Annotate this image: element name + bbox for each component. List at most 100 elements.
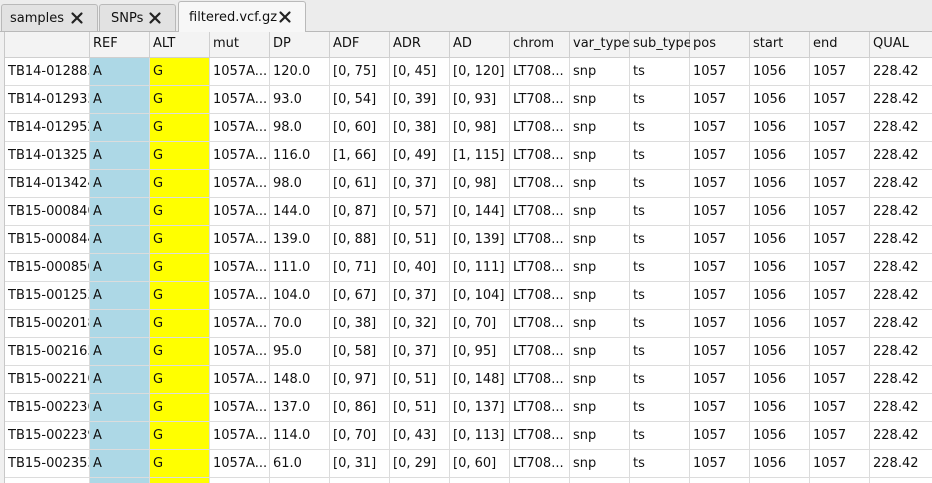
table-cell-end[interactable]: 1057 bbox=[810, 254, 870, 282]
table-cell-var-type[interactable]: snp bbox=[570, 394, 630, 422]
table-cell-ad[interactable]: [0, 93] bbox=[450, 86, 510, 114]
table-cell-dp[interactable]: 120.0 bbox=[270, 58, 330, 86]
table-cell-qual[interactable]: 228.42 bbox=[870, 226, 932, 254]
table-cell-var-type[interactable]: snp bbox=[570, 254, 630, 282]
table-cell-dp[interactable]: 144.0 bbox=[270, 198, 330, 226]
table-cell-qual[interactable]: 228.42 bbox=[870, 170, 932, 198]
table-cell-chrom[interactable]: LT708... bbox=[510, 86, 570, 114]
table-cell-alt[interactable]: G bbox=[150, 86, 210, 114]
table-cell-adr[interactable]: [0, 45] bbox=[390, 58, 450, 86]
table-cell-ad[interactable]: [0, 104] bbox=[450, 282, 510, 310]
table-cell-ref[interactable]: A bbox=[90, 86, 150, 114]
table-cell-adr[interactable]: [0, 51] bbox=[390, 226, 450, 254]
table-cell-ref[interactable]: A bbox=[90, 338, 150, 366]
row-index-cell[interactable]: TB15-002353 bbox=[5, 450, 90, 478]
table-cell-adf[interactable]: [0, 71] bbox=[330, 254, 390, 282]
table-cell-var-type[interactable]: snp bbox=[570, 86, 630, 114]
table-cell-adr[interactable]: [0, 29] bbox=[390, 450, 450, 478]
tab-samples[interactable]: samples bbox=[1, 4, 98, 31]
table-cell-chrom[interactable]: LT708... bbox=[510, 198, 570, 226]
table-cell-sub-type[interactable]: ts bbox=[630, 338, 690, 366]
table-cell-end[interactable]: 1057 bbox=[810, 450, 870, 478]
table-cell-sub-type[interactable] bbox=[630, 478, 690, 483]
table-cell-adf[interactable]: [0, 86] bbox=[330, 394, 390, 422]
table-cell-mut[interactable]: 1057A... bbox=[210, 170, 270, 198]
table-cell-alt[interactable]: G bbox=[150, 282, 210, 310]
table-cell-pos[interactable]: 1057 bbox=[690, 366, 750, 394]
table-cell-adf[interactable]: [0, 58] bbox=[330, 338, 390, 366]
table-cell-dp[interactable]: 95.0 bbox=[270, 338, 330, 366]
table-cell-dp[interactable] bbox=[270, 478, 330, 483]
table-cell-sub-type[interactable]: ts bbox=[630, 394, 690, 422]
row-index-cell[interactable]: TB15-002239 bbox=[5, 422, 90, 450]
table-cell-mut[interactable]: 1057A... bbox=[210, 254, 270, 282]
table-cell-end[interactable]: 1057 bbox=[810, 198, 870, 226]
row-index-cell[interactable]: TB15-000850 bbox=[5, 254, 90, 282]
table-cell-alt[interactable] bbox=[150, 478, 210, 483]
table-cell-end[interactable]: 1057 bbox=[810, 422, 870, 450]
row-index-cell[interactable]: TB14-012883 bbox=[5, 58, 90, 86]
table-cell-alt[interactable]: G bbox=[150, 338, 210, 366]
table-cell-start[interactable]: 1056 bbox=[750, 282, 810, 310]
table-cell-var-type[interactable]: snp bbox=[570, 142, 630, 170]
table-cell-ref[interactable]: A bbox=[90, 198, 150, 226]
table-cell-ref[interactable]: A bbox=[90, 282, 150, 310]
table-cell-mut[interactable]: 1057A... bbox=[210, 310, 270, 338]
table-cell-adr[interactable]: [0, 39] bbox=[390, 86, 450, 114]
table-cell-var-type[interactable]: snp bbox=[570, 366, 630, 394]
table-cell-start[interactable]: 1056 bbox=[750, 58, 810, 86]
table-cell-dp[interactable]: 104.0 bbox=[270, 282, 330, 310]
table-cell-end[interactable]: 1057 bbox=[810, 338, 870, 366]
column-header-ref[interactable]: REF bbox=[90, 32, 150, 58]
table-cell-pos[interactable]: 1057 bbox=[690, 338, 750, 366]
table-cell-qual[interactable]: 228.42 bbox=[870, 422, 932, 450]
table-cell-end[interactable]: 1057 bbox=[810, 142, 870, 170]
table-cell-pos[interactable]: 1057 bbox=[690, 310, 750, 338]
column-header-adf[interactable]: ADF bbox=[330, 32, 390, 58]
table-cell-end[interactable]: 1057 bbox=[810, 226, 870, 254]
table-cell-ad[interactable] bbox=[450, 478, 510, 483]
table-cell-alt[interactable]: G bbox=[150, 170, 210, 198]
table-cell-ad[interactable]: [0, 70] bbox=[450, 310, 510, 338]
table-cell-var-type[interactable]: snp bbox=[570, 114, 630, 142]
table-cell-sub-type[interactable]: ts bbox=[630, 422, 690, 450]
table-cell-qual[interactable]: 228.42 bbox=[870, 310, 932, 338]
table-cell-pos[interactable]: 1057 bbox=[690, 142, 750, 170]
table-cell-alt[interactable]: G bbox=[150, 142, 210, 170]
column-header-qual[interactable]: QUAL bbox=[870, 32, 932, 58]
table-cell-var-type[interactable] bbox=[570, 478, 630, 483]
table-cell-mut[interactable]: 1057A... bbox=[210, 282, 270, 310]
table-cell-adf[interactable]: [1, 66] bbox=[330, 142, 390, 170]
table-cell-qual[interactable]: 228.42 bbox=[870, 394, 932, 422]
table-cell-end[interactable]: 1057 bbox=[810, 58, 870, 86]
table-cell-alt[interactable]: G bbox=[150, 254, 210, 282]
table-cell-qual[interactable]: 228.42 bbox=[870, 142, 932, 170]
table-cell-mut[interactable]: 1057A... bbox=[210, 226, 270, 254]
table-cell-qual[interactable]: 228.42 bbox=[870, 86, 932, 114]
table-cell-ref[interactable]: A bbox=[90, 226, 150, 254]
table-cell-chrom[interactable]: LT708... bbox=[510, 422, 570, 450]
table-cell-mut[interactable]: 1057A... bbox=[210, 366, 270, 394]
table-cell-ad[interactable]: [0, 148] bbox=[450, 366, 510, 394]
table-cell-adr[interactable]: [0, 37] bbox=[390, 338, 450, 366]
table-cell-chrom[interactable]: LT708... bbox=[510, 282, 570, 310]
table-cell-ad[interactable]: [0, 95] bbox=[450, 338, 510, 366]
table-cell-sub-type[interactable]: ts bbox=[630, 58, 690, 86]
row-index-cell[interactable]: TB15-001253 bbox=[5, 282, 90, 310]
column-header-dp[interactable]: DP bbox=[270, 32, 330, 58]
table-cell-qual[interactable]: 228.42 bbox=[870, 254, 932, 282]
table-cell-start[interactable]: 1056 bbox=[750, 142, 810, 170]
table-cell-ref[interactable]: A bbox=[90, 394, 150, 422]
table-cell-adr[interactable]: [0, 51] bbox=[390, 366, 450, 394]
table-cell-start[interactable]: 1056 bbox=[750, 338, 810, 366]
table-cell-qual[interactable]: 228.42 bbox=[870, 114, 932, 142]
table-cell-adr[interactable]: [0, 40] bbox=[390, 254, 450, 282]
table-cell-pos[interactable]: 1057 bbox=[690, 254, 750, 282]
table-cell-ref[interactable]: A bbox=[90, 58, 150, 86]
table-cell-end[interactable]: 1057 bbox=[810, 366, 870, 394]
table-cell-ref[interactable]: A bbox=[90, 114, 150, 142]
table-cell-start[interactable]: 1056 bbox=[750, 198, 810, 226]
row-index-cell[interactable]: TB15-000840 bbox=[5, 198, 90, 226]
table-cell-ad[interactable]: [0, 120] bbox=[450, 58, 510, 86]
table-cell-pos[interactable]: 1057 bbox=[690, 226, 750, 254]
